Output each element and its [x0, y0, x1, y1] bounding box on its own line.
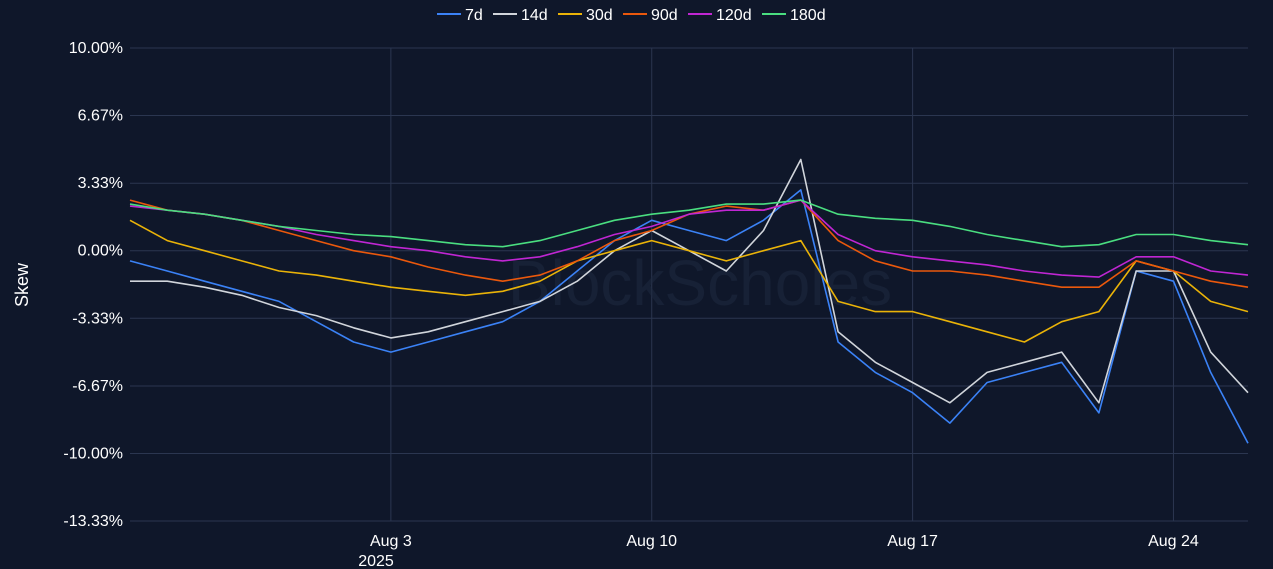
- y-tick-label: 10.00%: [69, 40, 123, 57]
- watermark: BlockScholes: [508, 247, 892, 319]
- legend-label: 7d: [465, 7, 483, 24]
- legend-item-90d[interactable]: 90d: [623, 7, 678, 24]
- x-tick-year-label: 2025: [358, 553, 394, 569]
- series-lines: [129, 158, 1249, 444]
- y-tick-label: -3.33%: [72, 310, 123, 327]
- legend-label: 14d: [521, 7, 548, 24]
- x-tick-label: Aug 3: [370, 533, 412, 550]
- legend-label: 180d: [790, 7, 826, 24]
- legend-item-180d[interactable]: 180d: [762, 7, 826, 24]
- legend-item-14d[interactable]: 14d: [493, 7, 548, 24]
- series-line-180d: [129, 199, 1249, 248]
- legend-item-30d[interactable]: 30d: [558, 7, 613, 24]
- y-tick-label: 6.67%: [78, 108, 123, 125]
- legend-item-120d[interactable]: 120d: [688, 7, 752, 24]
- y-tick-label: -10.00%: [63, 445, 123, 462]
- grid: [130, 47, 1248, 522]
- series-line-7d: [129, 189, 1249, 444]
- x-axis-ticks: Aug 3 Aug 10 Aug 17 Aug 24: [370, 533, 1199, 550]
- y-axis-ticks: 10.00% 6.67% 3.33% 0.00% -3.33% -6.67% -10.00%…: [63, 40, 123, 530]
- x-tick-label: Aug 17: [887, 533, 938, 550]
- y-tick-label: 3.33%: [78, 175, 123, 192]
- x-tick-label: Aug 10: [626, 533, 677, 550]
- x-tick-label: Aug 24: [1148, 533, 1199, 550]
- series-line-120d: [129, 199, 1249, 278]
- legend-label: 30d: [586, 7, 613, 24]
- legend-label: 120d: [716, 7, 752, 24]
- y-tick-label: -6.67%: [72, 378, 123, 395]
- y-tick-label: -13.33%: [63, 513, 123, 530]
- y-tick-label: 0.00%: [78, 243, 123, 260]
- y-axis-title: Skew: [12, 262, 32, 307]
- legend[interactable]: 7d 14d 30d 90d 120d 180d: [437, 7, 826, 24]
- legend-item-7d[interactable]: 7d: [437, 7, 483, 24]
- legend-label: 90d: [651, 7, 678, 24]
- series-line-30d: [129, 219, 1249, 343]
